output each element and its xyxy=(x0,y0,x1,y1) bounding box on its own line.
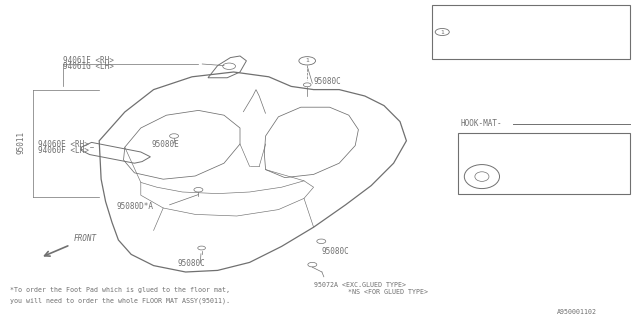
Text: *To order the Foot Pad which is glued to the floor mat,: *To order the Foot Pad which is glued to… xyxy=(10,287,230,292)
Text: 95080C: 95080C xyxy=(321,247,349,256)
Text: 95080E: 95080E xyxy=(151,140,179,148)
Text: FRONT: FRONT xyxy=(74,234,97,243)
Text: 95076C: 95076C xyxy=(538,172,566,181)
Text: 95072A <EXC.GLUED TYPE>: 95072A <EXC.GLUED TYPE> xyxy=(314,283,406,288)
Text: W230046(0404- ): W230046(0404- ) xyxy=(438,46,508,55)
Text: you will need to order the whole FLOOR MAT ASSY(95011).: you will need to order the whole FLOOR M… xyxy=(10,298,230,304)
Text: W230044(0306-0403): W230044(0306-0403) xyxy=(453,28,536,36)
Text: 95080D*A: 95080D*A xyxy=(116,202,154,211)
Text: HOOK-MAT-: HOOK-MAT- xyxy=(461,119,502,128)
Text: 94061F <RH>: 94061F <RH> xyxy=(63,56,113,65)
Text: 94061G <LH>: 94061G <LH> xyxy=(63,62,113,71)
Text: 95011: 95011 xyxy=(16,131,25,154)
Text: *NS <FOR GLUED TYPE>: *NS <FOR GLUED TYPE> xyxy=(348,289,428,295)
Text: 1: 1 xyxy=(305,58,309,63)
Text: 1: 1 xyxy=(440,29,444,35)
Text: 95080C: 95080C xyxy=(314,77,341,86)
Text: 94060E <RH>: 94060E <RH> xyxy=(38,140,89,149)
Text: W23001l ( -0306): W23001l ( -0306) xyxy=(438,9,513,18)
Bar xyxy=(458,133,630,194)
Text: 95076B: 95076B xyxy=(538,150,566,159)
Text: 94060F <LH>: 94060F <LH> xyxy=(38,146,89,155)
Text: A950001102: A950001102 xyxy=(557,309,596,315)
Text: 95080C: 95080C xyxy=(178,260,205,268)
Bar xyxy=(432,5,630,59)
